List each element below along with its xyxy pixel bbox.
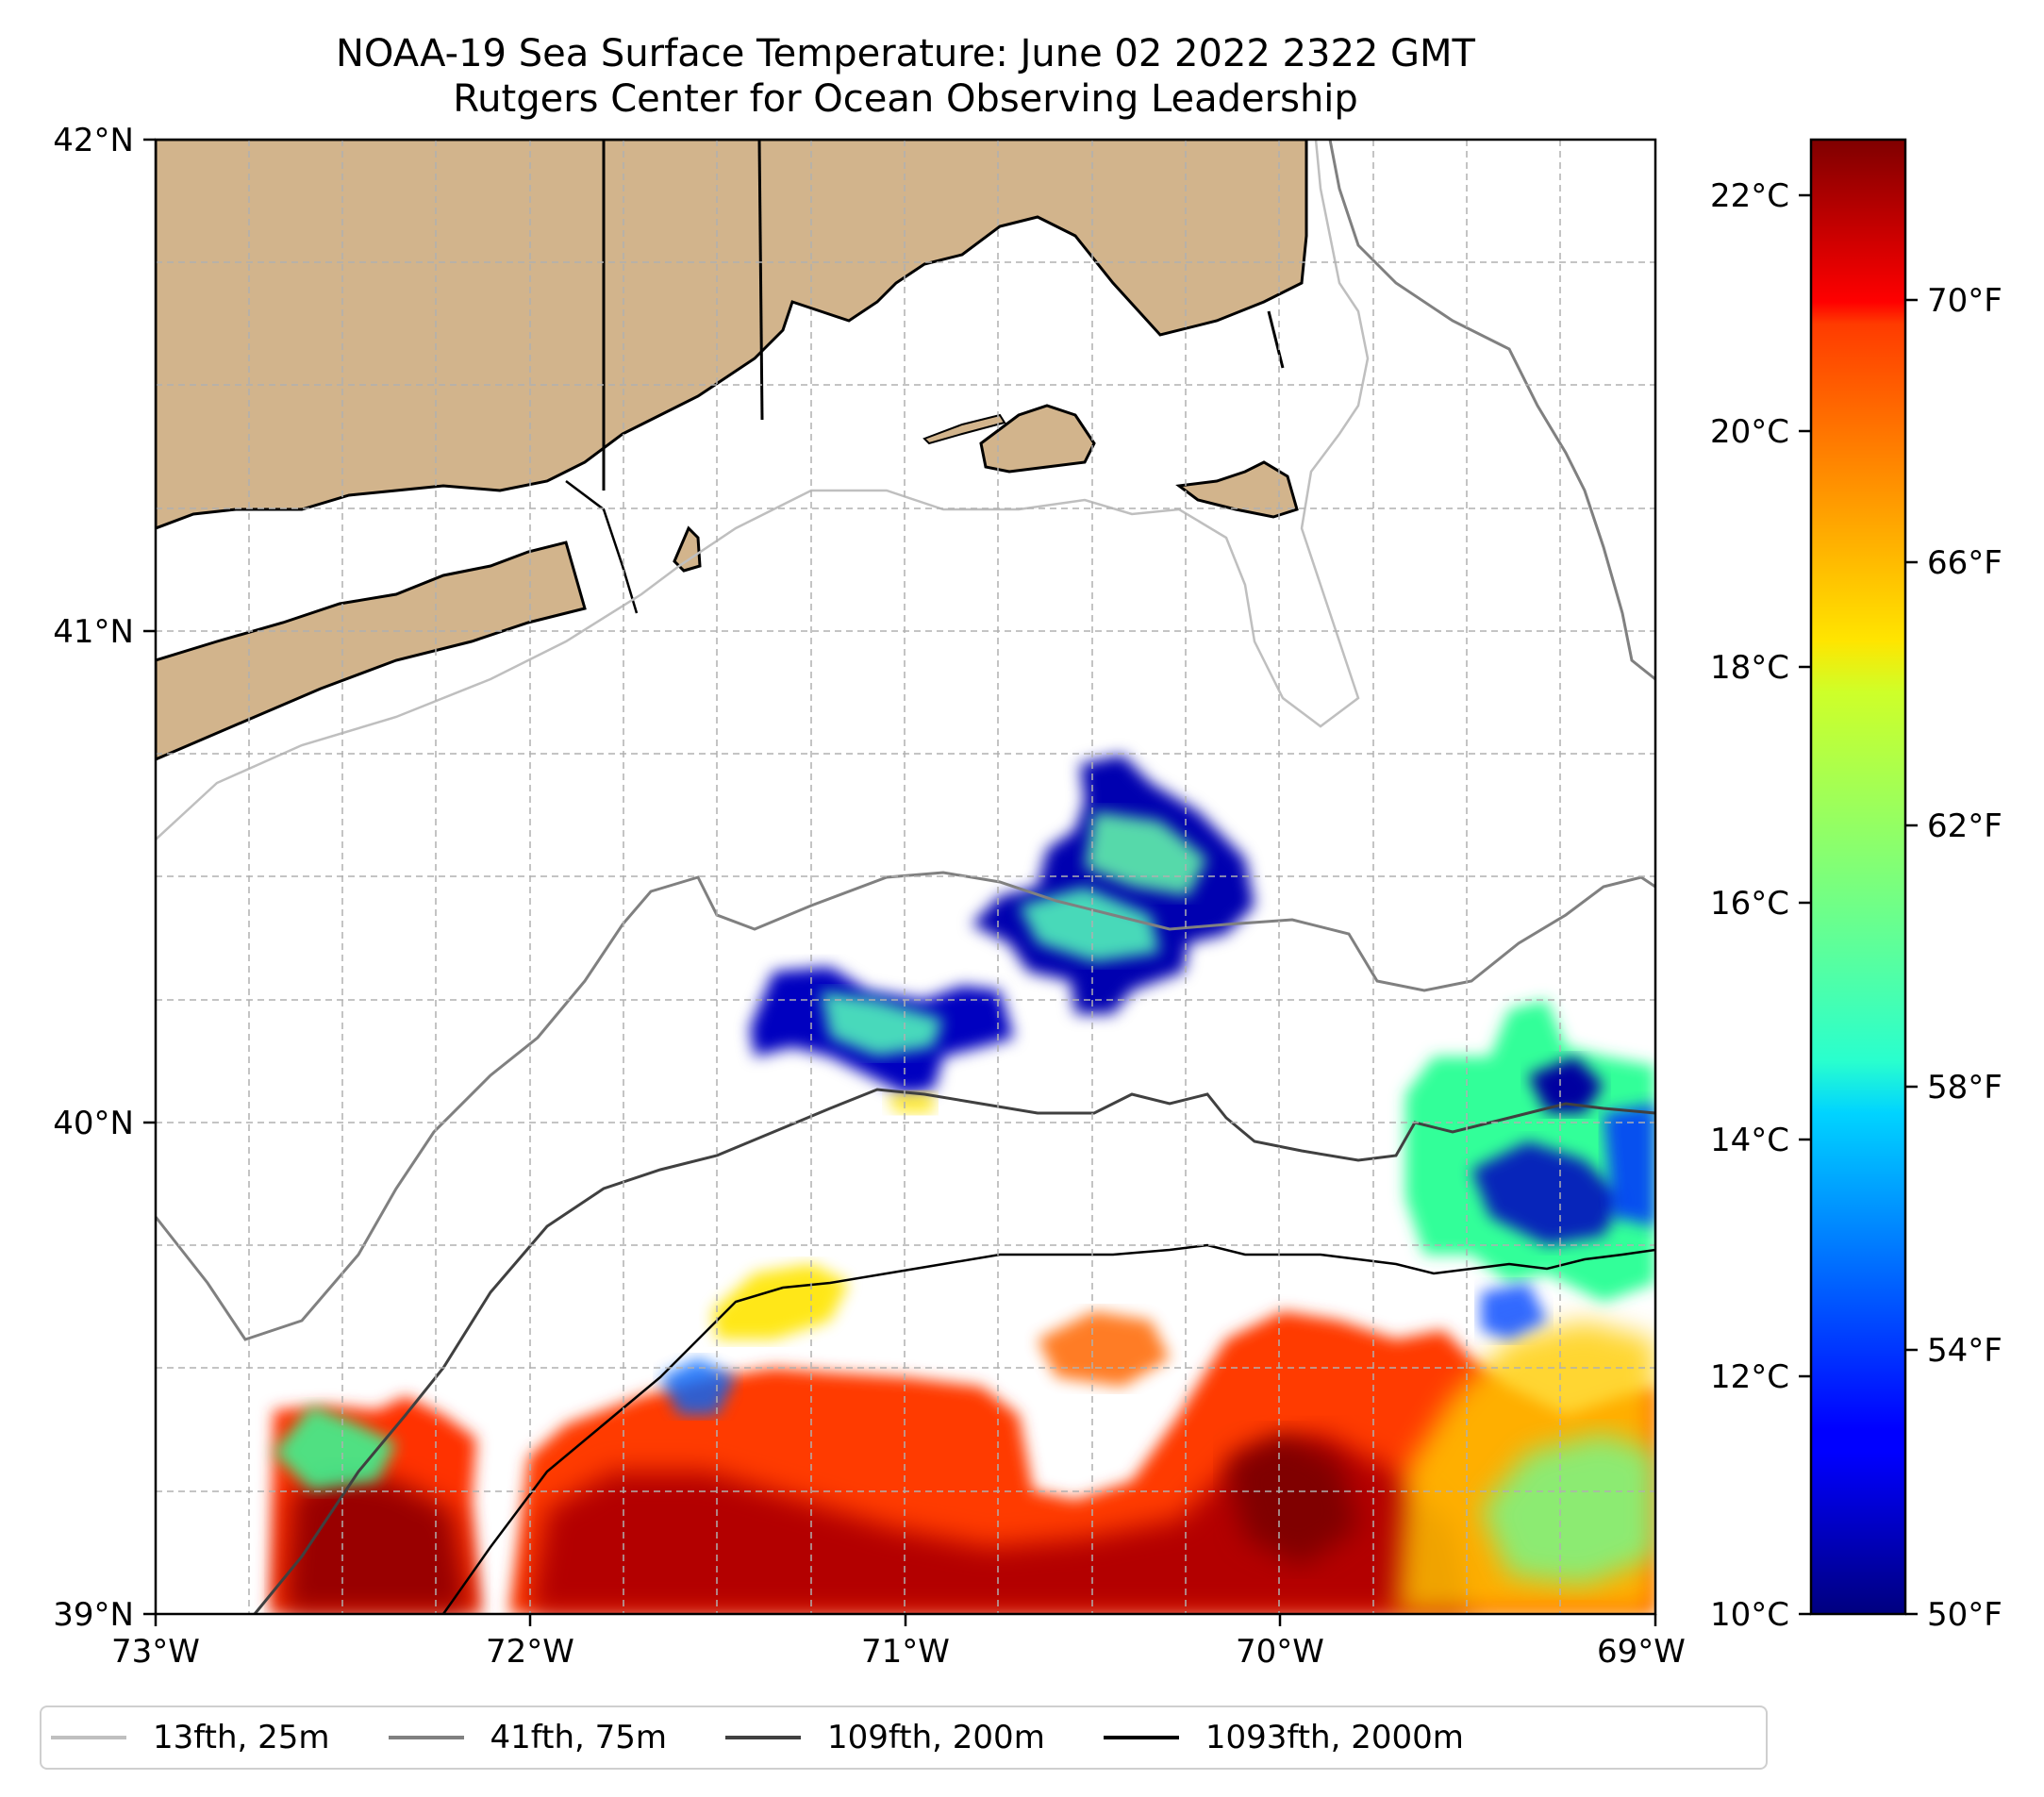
legend-item-75m: 41fth, 75m [388,1719,668,1756]
lon-label-70w: 70°W [1236,1633,1324,1671]
colorbar-label-18c: 18°C [1710,649,1789,687]
colorbar-gradient [1809,138,1907,1616]
colorbar-label-22c: 22°C [1710,177,1789,215]
axis-ticks [143,138,1657,1626]
map-area [156,140,1655,1614]
land [156,140,1308,761]
isobath-75m-north [1328,140,1655,681]
legend-item-25m: 13fth, 25m [51,1719,330,1756]
legend-swatch-200m [725,1736,802,1739]
map-title: NOAA-19 Sea Surface Temperature: June 02… [335,32,1475,75]
colorbar-label-50f: 50°F [1927,1596,2002,1634]
isobath-25m [156,140,1370,840]
lat-label-41n: 41°N [53,613,134,651]
sst-cool-east [1405,1000,1655,1339]
colorbar-label-66f: 66°F [1927,544,2002,582]
isobath-2000m [441,1243,1655,1614]
lat-label-39n: 39°N [53,1596,134,1634]
legend-swatch-2000m [1103,1736,1179,1739]
legend-swatch-75m [388,1736,464,1739]
colorbar-label-12c: 12°C [1710,1358,1789,1396]
lat-label-40n: 40°N [53,1105,134,1142]
colorbar-label-70f: 70°F [1927,282,2002,320]
colorbar: 22°C 20°C 18°C 16°C 14°C 12°C 10°C 70°F … [1710,138,2002,1634]
sst-cool-mid [750,755,1255,1113]
lon-label-72w: 72°W [486,1633,574,1671]
legend-label-25m: 13fth, 25m [153,1719,330,1756]
lon-label-71w: 71°W [861,1633,950,1671]
legend-item-200m: 109fth, 200m [725,1719,1045,1756]
colorbar-label-10c: 10°C [1710,1596,1789,1634]
colorbar-label-14c: 14°C [1710,1122,1789,1159]
colorbar-label-54f: 54°F [1927,1332,2002,1370]
legend-label-200m: 109fth, 200m [827,1719,1045,1756]
colorbar-label-62f: 62°F [1927,807,2002,845]
legend-item-2000m: 1093fth, 2000m [1103,1719,1464,1756]
isobath-75m [156,871,1655,1341]
lon-label-73w: 73°W [111,1633,200,1671]
lon-label-69w: 69°W [1597,1633,1686,1671]
legend-swatch-25m [51,1736,126,1739]
colorbar-label-58f: 58°F [1927,1069,2002,1106]
isobath-200m [253,1088,1655,1614]
isobath-legend: 13fth, 25m 41fth, 75m 109fth, 200m 1093f… [40,1705,1768,1770]
sst-warm-band [270,1264,1655,1614]
map-subtitle: Rutgers Center for Ocean Observing Leade… [453,77,1358,121]
colorbar-label-16c: 16°C [1710,885,1789,923]
colorbar-label-20c: 20°C [1710,413,1789,451]
lat-label-42n: 42°N [53,122,134,159]
gridlines [156,140,1655,1614]
legend-label-2000m: 1093fth, 2000m [1205,1719,1464,1756]
legend-label-75m: 41fth, 75m [490,1719,668,1756]
isobaths [156,140,1655,1614]
